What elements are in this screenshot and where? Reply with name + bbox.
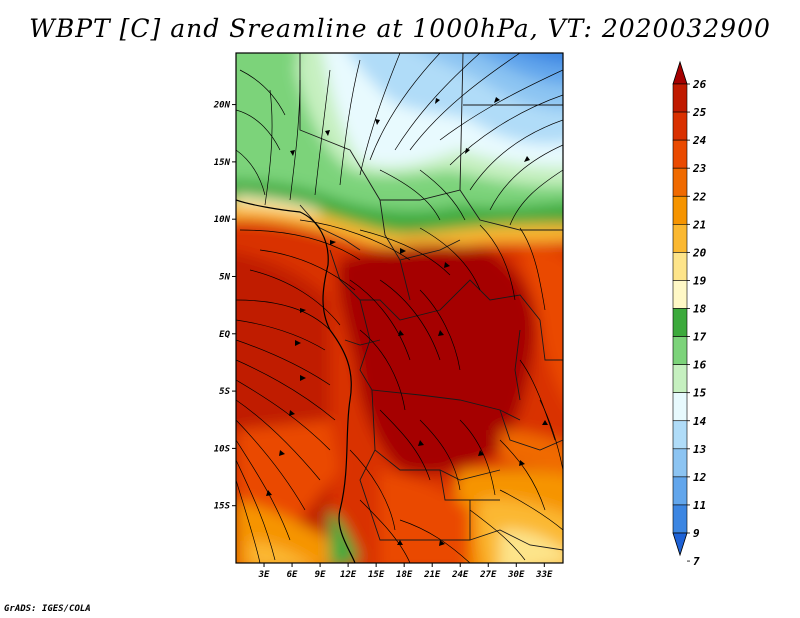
- colorbar-segment: [672, 476, 688, 506]
- lat-label: 5S: [219, 387, 230, 397]
- lon-label: 21E: [423, 570, 441, 580]
- colorbar-label: 17: [693, 331, 707, 344]
- colorbar-label: 25: [692, 106, 707, 119]
- latitude-axis: 20N 15N 10N 5N EQ 5S 10S 15S: [213, 101, 236, 512]
- colorbar-segment: [672, 448, 688, 478]
- map-frame: [235, 52, 564, 564]
- country-borders: [236, 53, 563, 551]
- colorbar-segment: [672, 139, 688, 169]
- lon-label: 15E: [368, 570, 385, 580]
- colorbar-label: 15: [693, 387, 707, 400]
- streamline-arrows: [266, 97, 548, 546]
- colorbar-label: 18: [693, 303, 707, 316]
- colorbar-label: 14: [693, 415, 707, 428]
- colorbar-label: 9: [693, 527, 700, 540]
- colorbar-segment: [672, 364, 688, 393]
- colorbar-label: 16: [693, 359, 707, 372]
- lon-label: 12E: [340, 570, 357, 580]
- colorbar-label: 21: [692, 218, 706, 231]
- lon-label: 3E: [258, 570, 270, 580]
- colorbar-segment: [672, 83, 688, 113]
- colorbar-label: 12: [693, 471, 707, 484]
- lon-label: 18E: [396, 570, 413, 580]
- colorbar-segment: [672, 111, 688, 141]
- lon-label: 27E: [479, 570, 497, 580]
- colorbar-label: 23: [692, 162, 707, 175]
- lon-label: 6E: [287, 570, 298, 580]
- colorbar-label: 20: [692, 246, 707, 259]
- colorbar: 26 25 24 23 22 21 20 19 18 17 16 15 14 13 12 11 9 7: [672, 60, 707, 568]
- lat-label: 15N: [214, 158, 231, 168]
- colorbar-label: 11: [693, 499, 706, 512]
- longitude-axis: 3E 6E 9E 12E 15E 18E 21E 24E 27E 30E 33E: [258, 563, 553, 580]
- lat-label: 5N: [219, 272, 230, 282]
- colorbar-label: 26: [692, 78, 707, 91]
- colorbar-segment: [672, 195, 688, 225]
- colorbar-segment: [672, 420, 688, 450]
- colorbar-segment: [672, 504, 688, 534]
- colorbar-label: 13: [693, 443, 707, 456]
- lat-label: 15S: [214, 502, 231, 512]
- lat-label: EQ: [219, 330, 230, 340]
- colorbar-top-arrow: [672, 60, 688, 85]
- map-area: [236, 53, 563, 563]
- colorbar-bottom-arrow: [672, 532, 688, 557]
- colorbar-segment: [672, 280, 688, 309]
- colorbar-segment: [672, 167, 688, 197]
- colorbar-label: 22: [692, 190, 707, 203]
- lon-label: 33E: [535, 570, 553, 580]
- lon-label: 24E: [451, 570, 469, 580]
- colorbar-segment: [672, 392, 688, 422]
- colorbar-label: 24: [692, 134, 707, 147]
- colorbar-segment: [672, 224, 688, 253]
- colorbar-segment: [672, 252, 688, 281]
- lat-label: 10S: [214, 444, 231, 454]
- grads-credit: GrADS: IGES/COLA: [4, 604, 91, 614]
- coastline: [236, 199, 356, 563]
- lon-label: 9E: [315, 570, 326, 580]
- lat-label: 10N: [214, 215, 231, 225]
- lon-label: 30E: [507, 570, 525, 580]
- colorbar-label: 7: [693, 555, 700, 568]
- lat-label: 20N: [213, 101, 231, 111]
- colorbar-label: 19: [693, 274, 707, 287]
- colorbar-segment: [672, 308, 688, 337]
- chart-title: WBPT [C] and Sreamline at 1000hPa, VT: 2…: [29, 14, 771, 43]
- colorbar-segment: [672, 336, 688, 365]
- wbpt-shading: [236, 53, 563, 563]
- streamlines: [236, 53, 563, 563]
